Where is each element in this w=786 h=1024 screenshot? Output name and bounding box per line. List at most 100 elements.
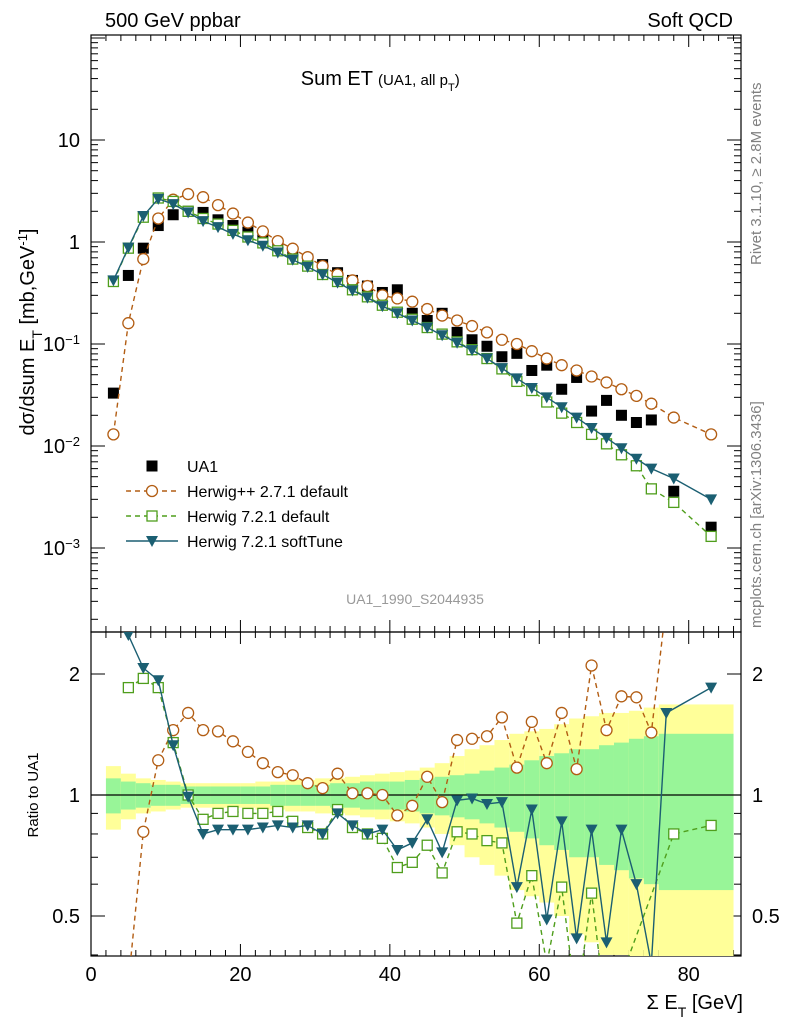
- data-point: [301, 261, 314, 273]
- data-point: [197, 813, 209, 825]
- data-point: [122, 681, 135, 694]
- data-point: [241, 235, 254, 247]
- x-tick-label: 80: [678, 964, 700, 986]
- data-point: [510, 373, 523, 385]
- data-point: [630, 453, 643, 465]
- data-point: [615, 824, 628, 836]
- inner-band-segment: [539, 756, 555, 846]
- ratio-y-tick-label-right: 0.5: [752, 906, 780, 928]
- data-point: [152, 193, 165, 205]
- data-point: [541, 359, 553, 371]
- x-tick-label: 40: [379, 964, 401, 986]
- data-point: [704, 428, 718, 441]
- data-point: [705, 682, 718, 694]
- data-point: [181, 706, 195, 720]
- data-point: [645, 959, 657, 970]
- data-point: [167, 199, 180, 211]
- data-point: [421, 839, 433, 851]
- data-point: [645, 463, 658, 475]
- ratio-frame: [90, 631, 742, 957]
- data-point: [346, 820, 359, 832]
- data-point: [645, 483, 657, 495]
- legend-label: Herwig 7.2.1 softTune: [187, 534, 343, 551]
- header-left: 500 GeV ppbar: [105, 10, 241, 32]
- ratio-series-herwig-2-7-1-default: [123, 598, 672, 989]
- data-point: [123, 978, 134, 989]
- data-point: [495, 711, 509, 724]
- legend-marker: [146, 460, 158, 472]
- data-point: [571, 371, 583, 383]
- data-point: [361, 828, 374, 840]
- data-point: [421, 322, 434, 334]
- main-subtitle: (UA1, all pT): [378, 72, 460, 94]
- data-point: [525, 383, 538, 395]
- y-tick-label: 10: [58, 130, 80, 152]
- data-point: [211, 725, 225, 738]
- data-point: [212, 807, 224, 820]
- data-point: [555, 402, 568, 414]
- data-point: [466, 793, 479, 805]
- data-point: [630, 416, 642, 428]
- data-point: [465, 319, 479, 333]
- data-point: [152, 754, 165, 767]
- data-point: [331, 277, 344, 289]
- data-point: [667, 473, 680, 485]
- data-point: [257, 807, 269, 820]
- data-point: [555, 816, 568, 828]
- data-point: [585, 659, 598, 672]
- data-point: [196, 723, 210, 737]
- data-point: [271, 234, 284, 248]
- main-watermark: UA1_1990_S2044935: [346, 591, 484, 607]
- inner-band-segment: [643, 736, 659, 885]
- inner-band-segment: [524, 760, 540, 839]
- data-point: [152, 212, 165, 225]
- x-tick-label: 60: [528, 964, 550, 986]
- data-point: [256, 757, 269, 770]
- data-point: [197, 216, 210, 228]
- data-point: [511, 917, 523, 929]
- data-point: [661, 598, 672, 609]
- data-point: [435, 309, 449, 322]
- data-point: [556, 383, 568, 395]
- data-point: [630, 691, 643, 704]
- ratio-y-tick-label-left: 1: [69, 785, 80, 807]
- data-point: [540, 914, 553, 926]
- inner-band-segment: [419, 778, 435, 814]
- inner-band-segment: [584, 749, 600, 858]
- data-point: [615, 443, 628, 455]
- data-point: [271, 765, 284, 779]
- data-point: [272, 805, 284, 818]
- data-point: [376, 301, 389, 313]
- inner-band-segment: [105, 778, 121, 814]
- data-point: [496, 837, 508, 849]
- data-point: [705, 530, 717, 543]
- data-point: [391, 844, 404, 856]
- data-point: [391, 308, 404, 320]
- data-point: [585, 824, 598, 836]
- data-point: [331, 808, 344, 820]
- data-point: [450, 314, 464, 327]
- data-point: [540, 392, 553, 404]
- ratio-y-tick-label-right: 2: [752, 664, 763, 686]
- inner-band-segment: [569, 749, 585, 858]
- data-point: [495, 363, 508, 375]
- data-point: [331, 767, 344, 780]
- data-point: [211, 198, 225, 212]
- data-point: [256, 225, 269, 238]
- data-point: [585, 887, 598, 899]
- data-point: [241, 216, 255, 229]
- legend-marker: [145, 484, 159, 498]
- legend-label: Herwig 7.2.1 default: [187, 509, 330, 526]
- data-point: [197, 828, 210, 840]
- main-plot: 10−3 10−2 10−1 1 10 UA1 Herwig++ 2.7.1 default…: [43, 34, 742, 633]
- ratio-y-tick-label-right: 1: [752, 785, 763, 807]
- data-point: [480, 798, 493, 810]
- data-point: [406, 315, 419, 327]
- data-point: [540, 352, 553, 365]
- data-point: [122, 317, 135, 330]
- data-point: [525, 345, 538, 358]
- x-tick-label: 0: [85, 964, 96, 986]
- data-point: [271, 247, 284, 259]
- data-point: [391, 284, 403, 296]
- data-point: [705, 494, 718, 506]
